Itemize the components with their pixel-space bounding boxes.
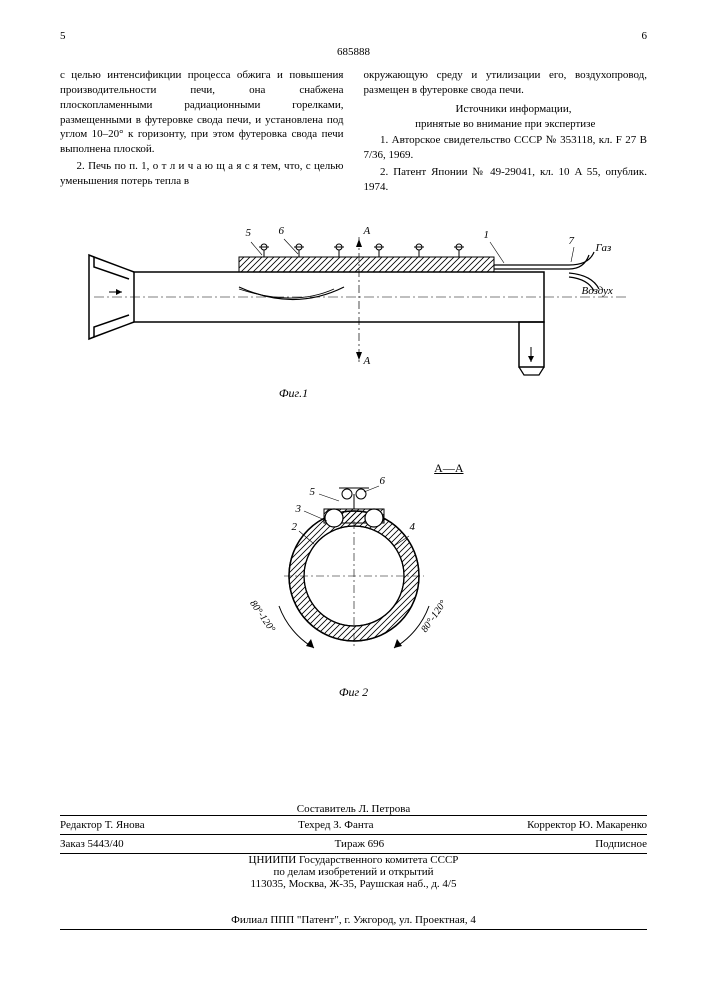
footer-tech: Техред З. Фанта <box>298 819 373 831</box>
page: 5 6 685888 с целью интенсификции процесс… <box>0 0 707 1000</box>
text-columns: с целью интенсификции процесса обжига и … <box>60 68 647 197</box>
fig2-callout-3: 3 <box>296 503 302 515</box>
column-right: окружающую среду и утилизации его, возду… <box>364 68 648 197</box>
footer-block: Составитель Л. Петрова Редактор Т. Янова… <box>60 803 647 890</box>
footer-order: Заказ 5443/40 <box>60 838 124 850</box>
fig2-callout-5: 5 <box>310 486 316 498</box>
fig1-section-A-top: А <box>364 225 371 237</box>
source-1: 1. Авторское свидетельство СССР № 353118… <box>364 133 648 163</box>
col2-para1: окружающую среду и утилизации его, возду… <box>364 68 648 98</box>
footer-compiler: Составитель Л. Петрова <box>60 803 647 815</box>
fig2-callout-4: 4 <box>410 521 416 533</box>
figure-1-svg <box>74 217 634 377</box>
fig2-callout-2: 2 <box>292 521 298 533</box>
page-num-left: 5 <box>60 30 66 42</box>
fig1-callout-5: 5 <box>246 227 252 239</box>
footer-branch: Филиал ППП "Патент", г. Ужгород, ул. Про… <box>60 914 647 930</box>
col1-p2-prefix: 2. Печь по п. 1, <box>77 160 153 172</box>
footer-sign: Подписное <box>595 838 647 850</box>
fig2-section-label: А—А <box>224 461 484 476</box>
fig1-label-air: Воздух <box>582 285 613 297</box>
figures-area: 5 6 1 7 Газ Воздух А А Фиг.1 А—А <box>60 217 647 700</box>
footer-org1: ЦНИИПИ Государственного комитета СССР <box>249 854 459 866</box>
fig2-label: Фиг 2 <box>224 685 484 700</box>
page-num-right: 6 <box>642 30 648 42</box>
sources-title: Источники информации, принятые во вниман… <box>364 102 648 132</box>
footer-org-block: ЦНИИПИ Государственного комитета СССР по… <box>60 854 647 890</box>
fig1-section-A-bot: А <box>364 355 371 367</box>
col1-para1: с целью интенсификции процесса обжига и … <box>60 68 344 157</box>
footer-editor: Редактор Т. Янова <box>60 819 145 831</box>
footer-tirage: Тираж 696 <box>335 838 385 850</box>
figure-1: 5 6 1 7 Газ Воздух А А Фиг.1 <box>74 217 634 401</box>
footer-org2: по делам изобретений и открытий <box>273 866 433 878</box>
figure-2-svg <box>224 476 484 676</box>
col1-para2: 2. Печь по п. 1, о т л и ч а ю щ а я с я… <box>60 159 344 189</box>
header-row: 5 6 <box>60 30 647 42</box>
fig1-label: Фиг.1 <box>254 386 334 401</box>
source-2: 2. Патент Японии № 49-29041, кл. 10 A 55… <box>364 165 648 195</box>
fig1-callout-6: 6 <box>279 225 285 237</box>
footer-row-1: Редактор Т. Янова Техред З. Фанта Коррек… <box>60 815 647 831</box>
footer-address: 113035, Москва, Ж-35, Раушская наб., д. … <box>251 878 457 890</box>
footer-row-2: Заказ 5443/40 Тираж 696 Подписное <box>60 834 647 854</box>
doc-number: 685888 <box>60 46 647 58</box>
fig2-callout-6: 6 <box>380 475 386 487</box>
fig1-callout-1: 1 <box>484 229 490 241</box>
fig1-label-gas: Газ <box>596 242 612 254</box>
column-left: с целью интенсификции процесса обжига и … <box>60 68 344 197</box>
col1-p2-spaced: о т л и ч а ю щ а я с я <box>153 160 258 172</box>
fig1-callout-7: 7 <box>569 235 575 247</box>
figure-2: А—А <box>224 461 484 700</box>
footer-corrector: Корректор Ю. Макаренко <box>527 819 647 831</box>
